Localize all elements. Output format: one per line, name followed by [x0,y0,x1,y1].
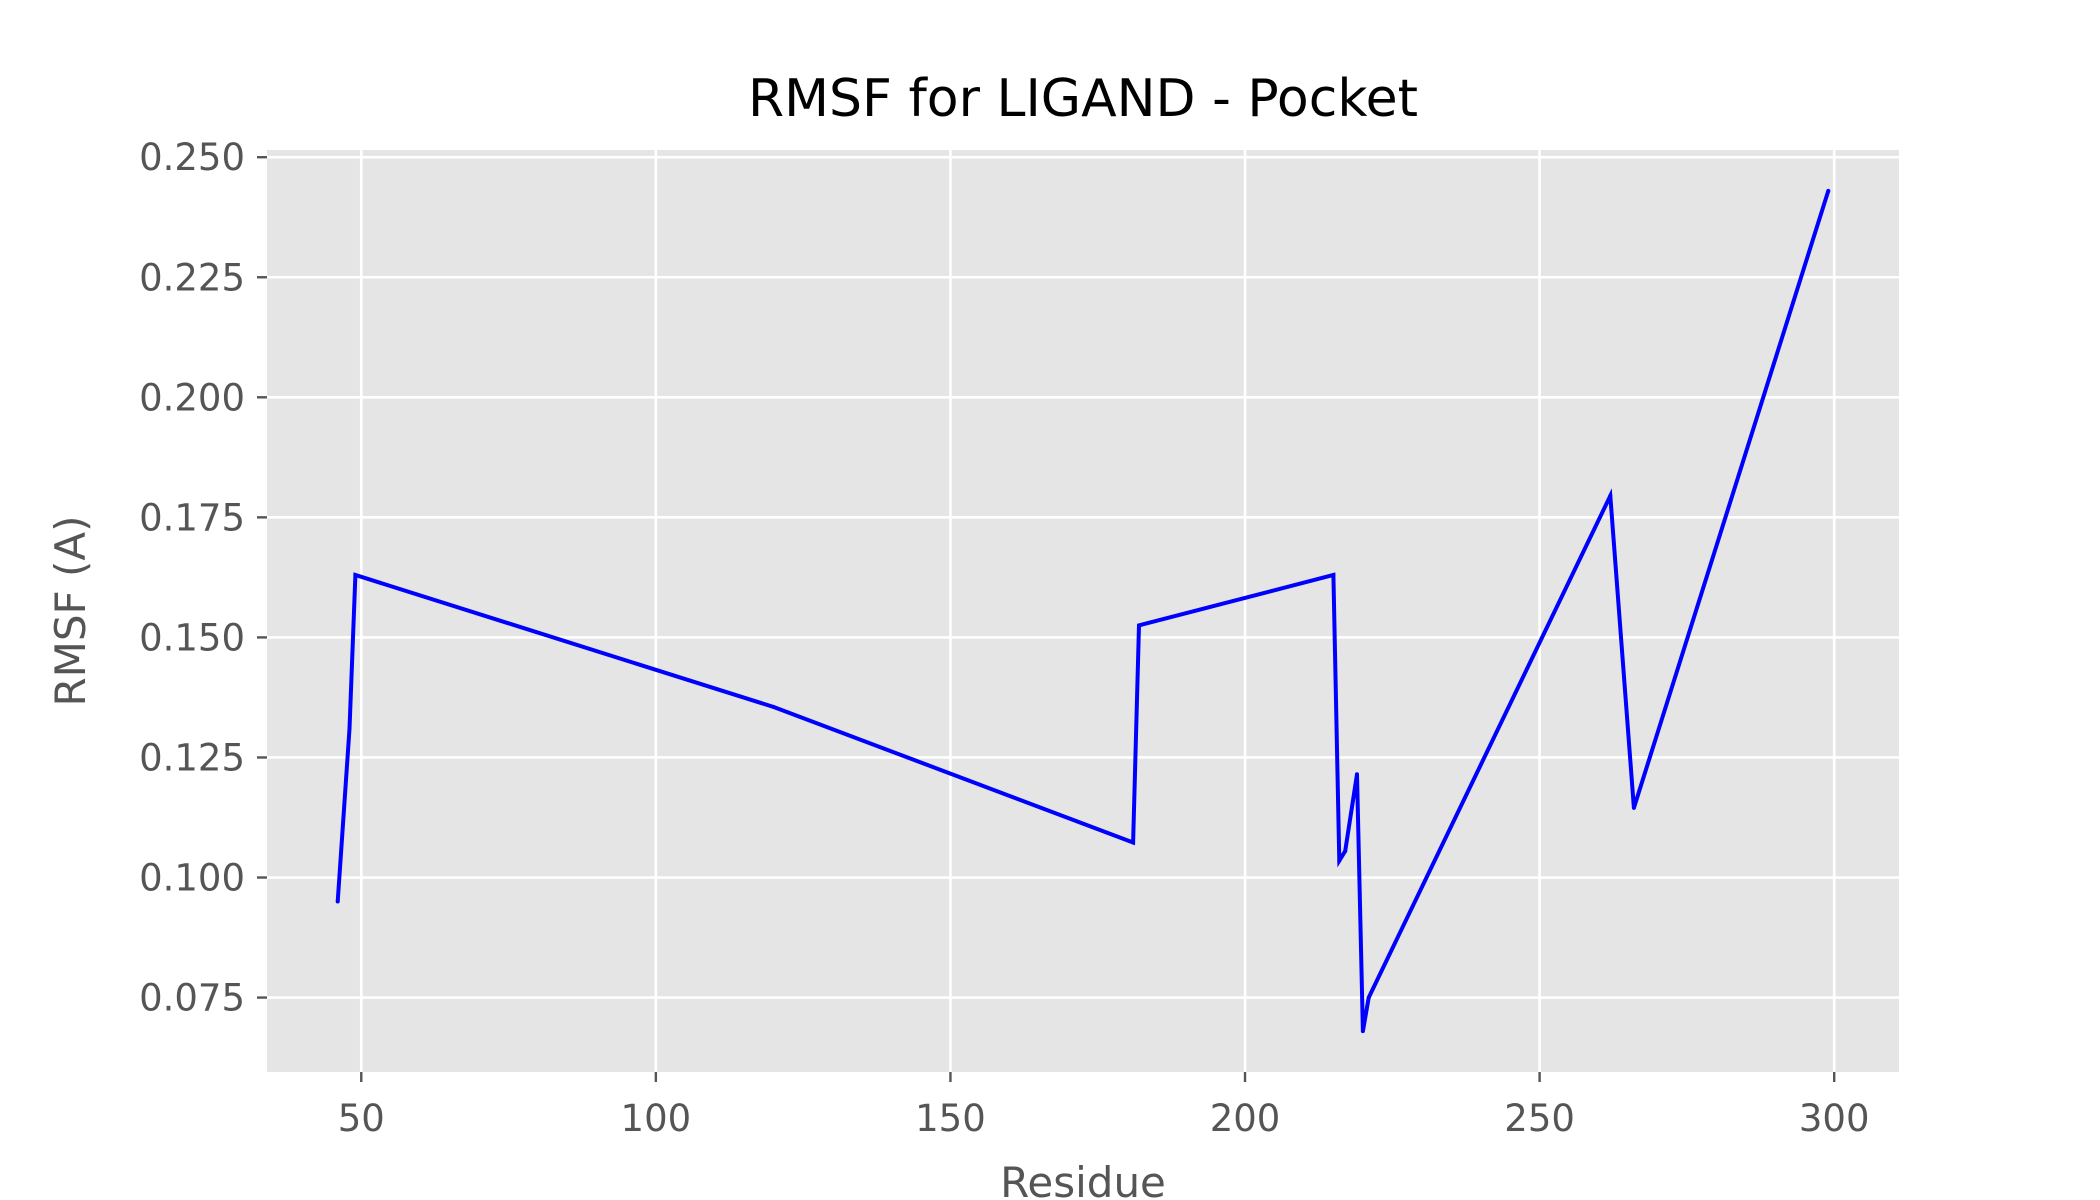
data-point [1337,858,1342,863]
data-point [1608,493,1613,498]
x-tick-label: 100 [621,1097,692,1140]
data-point [1366,995,1371,1000]
data-point [1131,840,1136,845]
y-tick-label: 0.250 [139,136,245,179]
y-tick-label: 0.075 [139,977,245,1020]
data-point [1354,772,1359,777]
grid-lines [267,150,1899,1072]
series-layer [335,188,1831,1034]
x-axis-label: Residue [1000,1158,1166,1200]
y-tick-label: 0.100 [139,857,245,900]
data-point [1360,1029,1365,1034]
data-point [771,705,776,710]
x-tick-label: 50 [338,1097,385,1140]
data-point [1826,188,1831,193]
data-point [1631,805,1636,810]
data-point [347,726,352,731]
x-tick-label: 200 [1210,1097,1281,1140]
y-tick-label: 0.225 [139,256,245,299]
data-point [1136,623,1141,628]
y-tick-label: 0.200 [139,376,245,419]
data-point [1343,849,1348,854]
x-tick-label: 250 [1504,1097,1575,1140]
x-tick-label: 300 [1799,1097,1870,1140]
y-tick-label: 0.125 [139,736,245,779]
x-tick-label: 150 [915,1097,986,1140]
data-point [353,572,358,577]
y-tick-label: 0.150 [139,616,245,659]
data-point [335,899,340,904]
y-axis-label: RMSF (A) [46,515,95,706]
y-tick-label: 0.175 [139,496,245,539]
axis-ticks: 50 100 150 200 250 300 0.075 0.100 0.125 0.150 0.1… [139,136,1869,1140]
plot-area [267,150,1899,1072]
data-point [1331,572,1336,577]
chart-title: RMSF for LIGAND - Pocket [748,69,1418,129]
